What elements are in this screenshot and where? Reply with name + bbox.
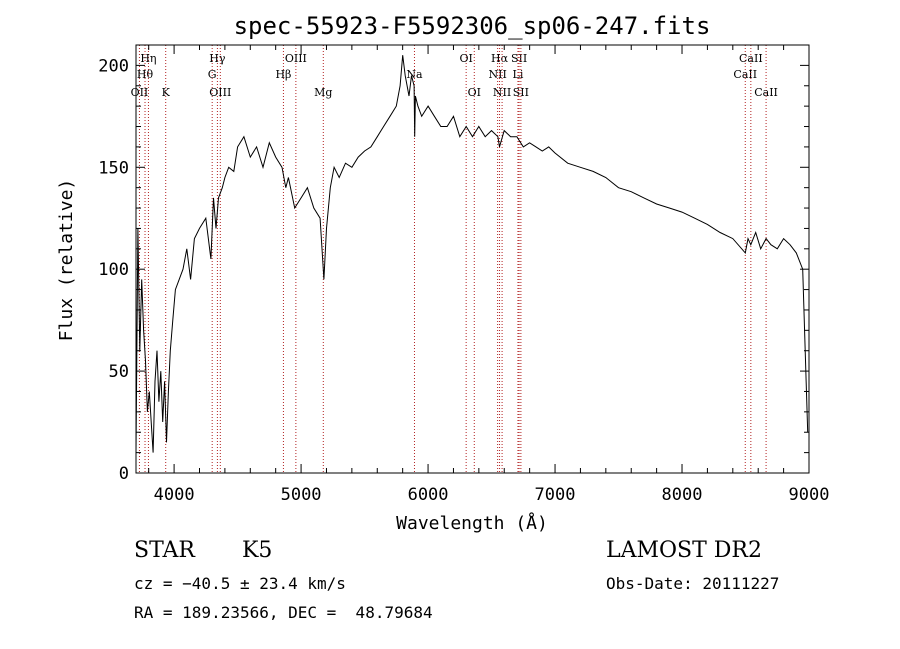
plot-frame (135, 44, 810, 474)
object-subclass: K5 (242, 538, 273, 563)
x-axis-label: Wavelength (Å) (396, 512, 548, 534)
spectral-line-label: Hθ (137, 68, 154, 81)
spectral-line-label: OIII (285, 52, 307, 65)
y-tick-label: 100 (98, 260, 129, 280)
spectral-line-label: OI (468, 86, 481, 99)
spectral-line-label: Mg (314, 86, 332, 99)
x-tick-label: 7000 (535, 485, 576, 505)
x-tick-label: 4000 (154, 485, 195, 505)
observation-date: Obs-Date: 20111227 (606, 574, 780, 593)
spectral-line-label: SII (513, 86, 529, 99)
axis-ticks: 4000 5000 6000 7000 8000 9000 0 50 100 150 200 (98, 44, 830, 505)
spectral-line-label: Hα (491, 52, 509, 65)
spectral-line-label: Na (406, 68, 423, 81)
spectral-line-label: Hβ (275, 68, 291, 81)
spectral-line-label: SII (511, 52, 527, 65)
spectrum-line (135, 55, 809, 453)
spectral-line-label: CaII (754, 86, 778, 99)
y-tick-label: 0 (119, 464, 129, 484)
y-tick-label: 50 (109, 362, 129, 382)
x-tick-label: 9000 (789, 485, 830, 505)
spectrum-series (135, 55, 809, 453)
spectral-line-label: CaII (733, 68, 757, 81)
x-tick-label: 8000 (662, 485, 703, 505)
chart-title: spec-55923-F5592306_sp06-247.fits (234, 12, 711, 40)
spectral-line-label: OI (459, 52, 472, 65)
spectral-line-label: NII (488, 68, 506, 81)
survey-name: LAMOST DR2 (606, 538, 762, 563)
spectral-line-label: G (208, 68, 217, 81)
y-tick-label: 200 (98, 56, 129, 76)
y-axis-label: Flux (relative) (56, 179, 77, 342)
spectral-line-label: NII (493, 86, 511, 99)
spectral-line-label: Hγ (209, 52, 226, 65)
object-class: STAR (134, 538, 195, 563)
ra-dec-coordinates: RA = 189.23566, DEC = 48.79684 (134, 603, 433, 622)
x-tick-label: 5000 (281, 485, 322, 505)
y-tick-label: 150 (98, 158, 129, 178)
spectral-line-label: Li (513, 68, 524, 81)
spectral-line-label: OIII (209, 86, 231, 99)
spectral-line-label: Hη (140, 52, 156, 65)
redshift-velocity: cz = −40.5 ± 23.4 km/s (134, 574, 346, 593)
spectral-line-label: OII (131, 86, 149, 99)
spectral-line-markers: OIIHθHηKGHγOIIIHβOIIIMgNaOIOINIIHαNIILiS… (131, 45, 778, 473)
x-tick-label: 6000 (408, 485, 449, 505)
spectral-line-label: CaII (739, 52, 763, 65)
spectral-line-label: K (162, 86, 171, 99)
